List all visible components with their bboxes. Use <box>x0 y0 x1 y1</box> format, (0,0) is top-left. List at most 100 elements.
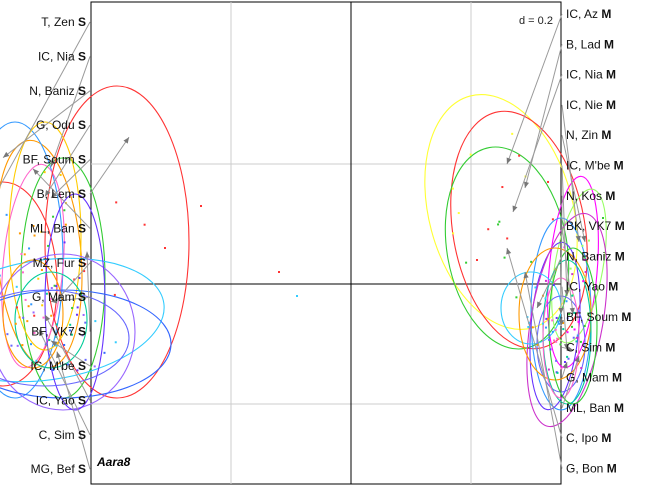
point-m-9-5 <box>547 338 550 341</box>
point-m-3-4 <box>566 331 569 334</box>
ellipse-layer <box>0 85 608 428</box>
point-m-3-0 <box>583 258 586 261</box>
ellipse-s-9 <box>44 193 106 411</box>
left-leader-5-arrow <box>123 137 129 144</box>
point-m-2-0 <box>530 260 533 263</box>
right-label-4: N, Zin M <box>566 128 611 142</box>
point-m-5-1 <box>576 334 579 337</box>
right-leader-4-arrow <box>581 235 587 242</box>
point-s-1-4 <box>40 268 43 271</box>
point-m-7-4 <box>580 366 583 369</box>
point-m-9-0 <box>572 336 575 339</box>
point-s-10-5 <box>63 343 66 346</box>
ellipse-m-7 <box>526 212 608 428</box>
point-m-1-4 <box>487 228 490 231</box>
point-m-10-1 <box>562 322 565 325</box>
point-s-6-0 <box>41 304 44 307</box>
point-s-11-3 <box>50 314 53 317</box>
ellipse-s-13 <box>0 289 130 387</box>
point-m-10-4 <box>531 326 534 329</box>
left-label-13: MG, Bef S <box>31 462 86 476</box>
right-label-2: IC, Nia M <box>566 68 616 82</box>
point-m-2-1 <box>465 261 468 264</box>
right-label-13: ML, Ban M <box>566 401 624 415</box>
outlier-point-5 <box>602 217 604 219</box>
right-leader-13-arrow <box>574 356 580 363</box>
right-leader-7 <box>561 226 574 315</box>
left-leader-12-arrow <box>39 329 44 337</box>
right-leader-14 <box>506 247 563 439</box>
left-label-4: BF, Soum S <box>23 153 86 167</box>
ellipse-s-0 <box>0 181 58 387</box>
point-m-13-3 <box>579 340 582 343</box>
right-leader-0 <box>506 13 563 165</box>
right-leader-2 <box>512 74 563 213</box>
point-m-6-3 <box>549 348 552 351</box>
point-s-11-4 <box>14 322 17 325</box>
left-label-6: ML, Ban S <box>30 221 86 235</box>
point-s-9-5 <box>78 276 81 279</box>
right-leader-12-arrow <box>562 362 568 369</box>
point-m-6-0 <box>563 360 566 363</box>
point-m-11-2 <box>575 340 578 343</box>
right-label-3: IC, Nie M <box>566 98 616 112</box>
point-s-12-3 <box>55 323 58 326</box>
point-s-6-4 <box>40 230 43 233</box>
point-s-9-3 <box>76 306 79 309</box>
point-s-13-3 <box>84 358 87 361</box>
right-leader-3-arrow <box>575 235 581 242</box>
point-s-12-1 <box>48 339 51 342</box>
point-m-13-4 <box>559 343 562 346</box>
point-s-7-2 <box>35 359 38 362</box>
point-m-6-4 <box>552 284 555 287</box>
point-m-2-2 <box>497 223 500 226</box>
point-m-0-2 <box>457 212 460 215</box>
point-m-7-2 <box>571 273 574 276</box>
right-label-15: G, Bon M <box>566 462 617 476</box>
point-m-5-2 <box>544 326 547 329</box>
point-s-8-5 <box>50 287 53 290</box>
right-leader-9-arrow <box>563 343 570 350</box>
right-leader-8 <box>536 256 563 309</box>
point-s-5-3 <box>84 263 87 266</box>
left-label-7: MZ, Fur S <box>33 256 86 270</box>
point-m-2-5 <box>503 256 506 259</box>
point-s-1-3 <box>18 232 21 235</box>
point-m-12-0 <box>555 340 558 343</box>
left-leader-10 <box>50 340 91 367</box>
point-m-11-4 <box>571 294 574 297</box>
point-s-9-4 <box>55 285 58 288</box>
point-s-2-3 <box>5 213 8 216</box>
right-label-14: C, Ipo M <box>566 431 611 445</box>
ellipse-m-4 <box>551 188 607 344</box>
point-s-12-5 <box>69 323 72 326</box>
right-leader-10-arrow <box>559 319 565 326</box>
point-s-2-1 <box>28 247 31 250</box>
point-m-6-2 <box>545 317 548 320</box>
point-s-11-2 <box>18 316 21 319</box>
point-s-3-4 <box>33 331 36 334</box>
left-leader-5 <box>89 136 130 195</box>
right-leader-0-arrow <box>506 157 512 164</box>
point-s-13-0 <box>10 344 13 347</box>
point-m-10-5 <box>547 317 550 320</box>
right-label-1: B, Lad M <box>566 37 614 51</box>
point-s-3-1 <box>42 316 45 319</box>
left-leader-13-arrow <box>56 351 62 359</box>
point-m-3-1 <box>582 280 585 283</box>
point-s-8-0 <box>16 344 19 347</box>
point-s-10-4 <box>69 329 72 332</box>
point-m-9-2 <box>548 334 551 337</box>
left-label-10: IC, M'be S <box>30 359 86 373</box>
point-s-9-2 <box>75 313 78 316</box>
left-leader-6-arrow <box>33 168 40 175</box>
left-leader-4-arrow <box>51 191 58 198</box>
point-s-8-1 <box>32 311 35 314</box>
right-leader-8-arrow <box>537 301 542 308</box>
point-s-5-4 <box>113 293 116 296</box>
leader-line-layer <box>0 13 587 470</box>
point-s-13-2 <box>6 333 9 336</box>
left-label-3: G, Odu S <box>36 118 86 132</box>
point-s-3-2 <box>24 298 27 301</box>
